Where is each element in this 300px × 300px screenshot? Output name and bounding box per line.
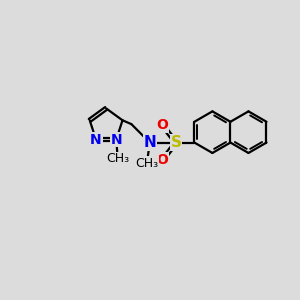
Text: O: O (157, 118, 169, 132)
Text: N: N (143, 135, 156, 150)
Text: CH₃: CH₃ (106, 152, 129, 165)
Text: N: N (110, 133, 122, 147)
Text: S: S (170, 135, 182, 150)
Text: N: N (90, 133, 102, 147)
Text: O: O (157, 153, 169, 167)
Text: CH₃: CH₃ (135, 157, 158, 170)
